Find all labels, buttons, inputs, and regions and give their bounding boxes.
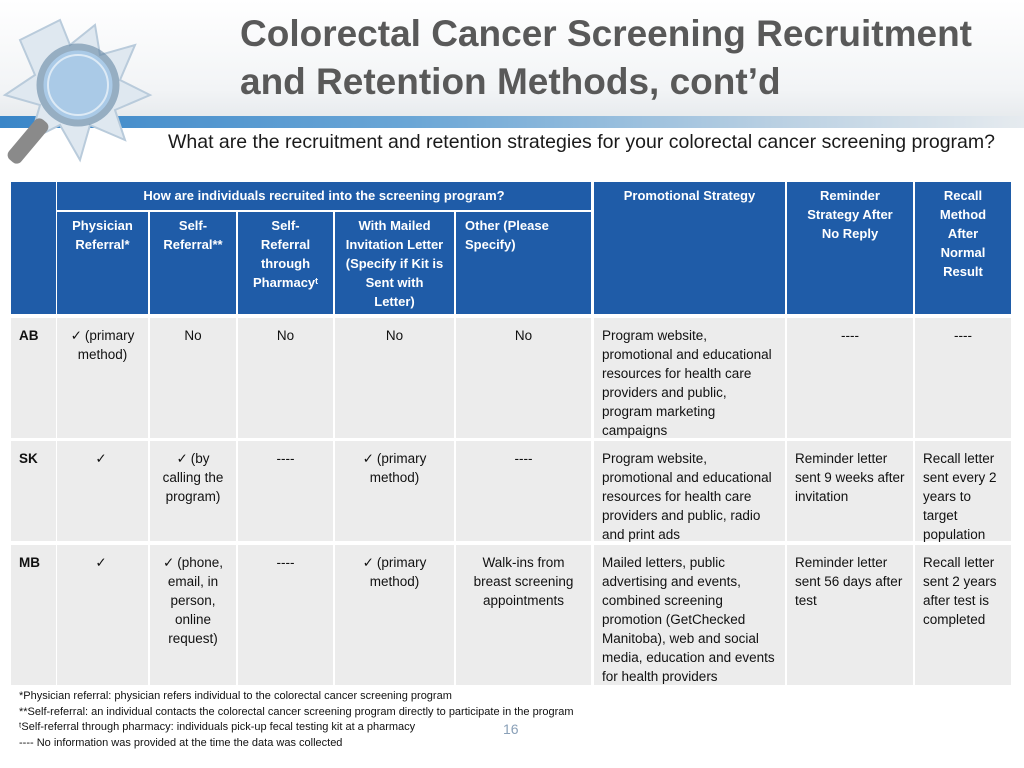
header-band bbox=[0, 0, 1024, 128]
ab-recall: ---- bbox=[915, 318, 1011, 438]
province-ab: AB bbox=[11, 318, 56, 438]
ab-reminder: ---- bbox=[787, 318, 913, 438]
sk-mailed-note: (primary method) bbox=[369, 451, 427, 485]
slide-title: Colorectal Cancer Screening Recruitment … bbox=[240, 13, 972, 102]
ab-promotional: Program website, promotional and educati… bbox=[594, 318, 785, 438]
sk-self-referral: ✓ (by calling the program) bbox=[150, 441, 236, 541]
header-recall-method: Recall Method After Normal Result bbox=[915, 182, 1011, 314]
footnote-no-information: ---- No information was provided at the … bbox=[19, 736, 343, 749]
ab-other: No bbox=[456, 318, 591, 438]
checkmark-icon: ✓ bbox=[362, 555, 374, 570]
sk-other: ---- bbox=[456, 441, 591, 541]
mb-mailed-note: (primary method) bbox=[369, 555, 427, 589]
header-corner bbox=[11, 182, 56, 314]
header-self-referral: Self-Referral** bbox=[150, 212, 236, 314]
ab-mailed: No bbox=[335, 318, 454, 438]
sk-pharmacy: ---- bbox=[238, 441, 333, 541]
maple-leaf-magnifier-logo bbox=[2, 18, 153, 164]
province-mb: MB bbox=[11, 545, 56, 685]
page-number: 16 bbox=[503, 721, 519, 737]
mb-mailed: ✓ (primary method) bbox=[335, 545, 454, 685]
sk-self-referral-note: (by calling the program) bbox=[162, 451, 224, 504]
checkmark-icon: ✓ bbox=[362, 451, 374, 466]
mb-reminder: Reminder letter sent 56 days after test bbox=[787, 545, 913, 685]
mb-pharmacy: ---- bbox=[238, 545, 333, 685]
header-mailed-invitation: With Mailed Invitation Letter (Specify i… bbox=[335, 212, 454, 314]
header-other: Other (Please Specify) bbox=[456, 212, 591, 314]
footnote-physician-referral: *Physician referral: physician refers in… bbox=[19, 690, 452, 702]
survey-question: What are the recruitment and retention s… bbox=[168, 131, 995, 153]
sk-physician-referral: ✓ bbox=[57, 441, 148, 541]
mb-recall: Recall letter sent 2 years after test is… bbox=[915, 545, 1011, 685]
footnotes: *Physician referral: physician refers in… bbox=[19, 689, 719, 751]
sk-promotional: Program website, promotional and educati… bbox=[594, 441, 785, 542]
header-physician-referral: Physician Referral* bbox=[57, 212, 148, 314]
checkmark-icon: ✓ bbox=[70, 328, 82, 343]
checkmark-icon: ✓ bbox=[162, 555, 175, 570]
mb-physician-referral: ✓ bbox=[57, 545, 148, 685]
ab-self-referral: No bbox=[150, 318, 236, 438]
checkmark-icon: ✓ bbox=[176, 451, 188, 466]
mb-promotional: Mailed letters, public advertising and e… bbox=[594, 545, 785, 685]
sk-mailed: ✓ (primary method) bbox=[335, 441, 454, 541]
footnote-self-referral: **Self-referral: an individual contacts … bbox=[19, 705, 574, 718]
group-header-recruitment: How are individuals recruited into the s… bbox=[57, 182, 591, 210]
checkmark-icon: ✓ bbox=[95, 555, 107, 570]
ab-pharmacy: No bbox=[238, 318, 333, 438]
mb-self-referral-note: (phone, email, in person, online request… bbox=[167, 555, 224, 646]
footnote-pharmacy: ᵗSelf-referral through pharmacy: individ… bbox=[19, 721, 416, 733]
header-promotional-strategy: Promotional Strategy bbox=[594, 182, 785, 314]
mb-self-referral: ✓ (phone, email, in person, online reques… bbox=[150, 545, 236, 685]
recruitment-retention-table: How are individuals recruited into the s… bbox=[11, 182, 1011, 685]
province-sk: SK bbox=[11, 441, 56, 541]
checkmark-icon: ✓ bbox=[95, 451, 107, 466]
sk-recall: Recall letter sent every 2 years to targ… bbox=[915, 441, 1011, 542]
ab-physician-referral: ✓ (primary method) bbox=[57, 318, 148, 438]
header-stripe bbox=[0, 116, 1024, 128]
mb-other: Walk-ins from breast screening appointme… bbox=[456, 545, 591, 685]
header-self-referral-pharmacy: Self-Referral through Pharmacyᵗ bbox=[238, 212, 333, 314]
sk-reminder: Reminder letter sent 9 weeks after invit… bbox=[787, 441, 913, 541]
header-reminder-strategy: Reminder Strategy After No Reply bbox=[787, 182, 913, 314]
ab-physician-note: (primary method) bbox=[77, 328, 135, 362]
